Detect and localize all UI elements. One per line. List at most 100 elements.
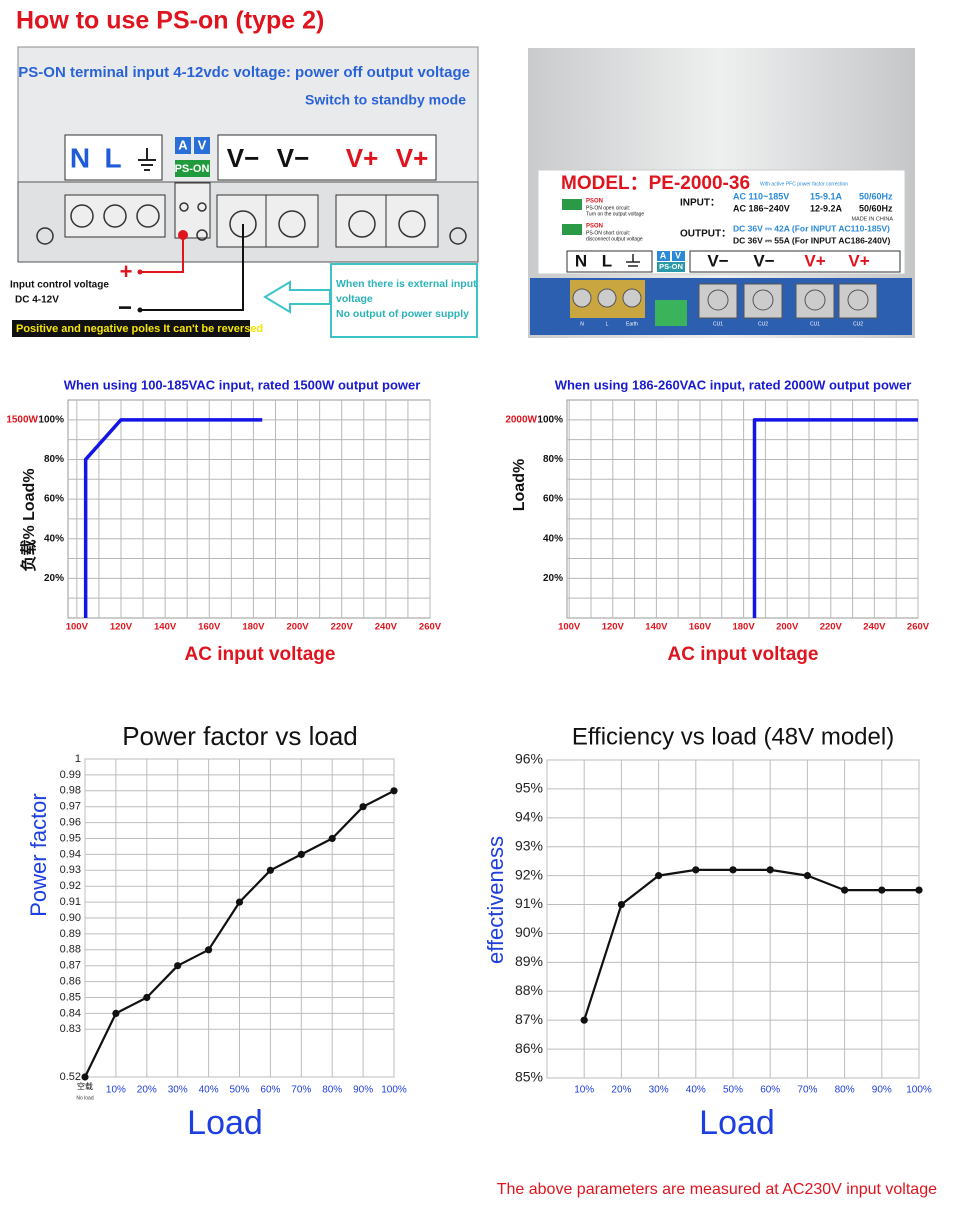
y-tick-label: 0.94 xyxy=(60,848,81,860)
ground-symbol xyxy=(138,148,156,171)
terminal-label: L xyxy=(104,142,121,173)
data-point xyxy=(112,1009,120,1018)
y-tick-label: 94% xyxy=(515,809,543,825)
y-tick-label: 93% xyxy=(515,837,543,853)
y-axis-label: effectiveness xyxy=(483,836,508,964)
x-tick-label: 260V xyxy=(419,622,442,633)
av-label: V xyxy=(198,137,207,152)
instruction: PS-ON terminal input 4-12vdc voltage: po… xyxy=(18,64,470,81)
y-axis-label: 负载% Load% xyxy=(19,468,38,571)
ground-symbol xyxy=(626,254,640,267)
screws xyxy=(572,283,878,319)
y-tick-label: 0.96 xyxy=(60,817,81,829)
x-tick-label: 100% xyxy=(381,1085,407,1096)
black-wire xyxy=(140,224,244,311)
x-tick-label: 140V xyxy=(154,622,177,633)
callout-text: When there is external input xyxy=(336,278,477,290)
control-label: Input control voltage xyxy=(10,280,109,291)
made-in: MADE IN CHINA xyxy=(851,216,893,222)
plot-frame xyxy=(67,399,431,619)
y-tick-label: 96% xyxy=(515,751,543,767)
x-tick-label: 70% xyxy=(291,1085,311,1096)
y-tick-label: 0.85 xyxy=(60,991,81,1003)
terminal-label: V− xyxy=(227,143,260,173)
x-tick-label: 100V xyxy=(558,622,581,633)
x-tick-label: 40% xyxy=(686,1085,706,1096)
y-tick-label: 100% xyxy=(537,414,563,425)
pson-terminal xyxy=(655,300,687,326)
strip-label: Earth xyxy=(626,321,638,327)
x-tick-label: 80% xyxy=(322,1085,342,1096)
y-tick-label: 0.93 xyxy=(60,864,81,876)
pson-note: PSON xyxy=(586,199,603,205)
x-tick-label: 220V xyxy=(820,622,843,633)
footer-note: The above parameters are measured at AC2… xyxy=(497,1181,937,1198)
label-box xyxy=(64,134,163,181)
x-tick-label: 140V xyxy=(645,622,668,633)
x-tick-label: 180V xyxy=(242,622,265,633)
chart: 85% 86% 87% 88% 89% 90% 91% 92% 93% 94% 95% 96% 10% 2… xyxy=(483,723,932,1142)
y-tick-label: 95% xyxy=(515,780,543,796)
spec: DC 36V ⎓ 55A (For INPUT AC186-240V) xyxy=(733,235,890,245)
x-tick-label: 120V xyxy=(110,622,133,633)
rated-power: 1500W xyxy=(6,414,38,425)
y-tick-label: 0.95 xyxy=(60,832,81,844)
terminal-label: N xyxy=(575,251,587,270)
y-tick-label: 0.97 xyxy=(60,801,81,813)
callout-text: voltage xyxy=(336,293,373,305)
x-tick-label: 180V xyxy=(732,622,755,633)
x-tick-label: 30% xyxy=(168,1085,188,1096)
plus-sign: + xyxy=(120,259,133,284)
pson-note: disconnect output voltage xyxy=(586,236,643,242)
x-axis-label: Load xyxy=(699,1104,775,1142)
output-label: OUTPUT： xyxy=(680,229,731,240)
spec: 15-9.1A xyxy=(810,191,843,201)
wire-end xyxy=(137,307,143,313)
input-terminals xyxy=(64,194,166,238)
x-tick-label: 160V xyxy=(689,622,712,633)
output-terminal xyxy=(385,194,439,248)
y-tick-label: 60% xyxy=(543,494,563,505)
pson-note: PSON xyxy=(586,224,603,230)
y-tick-label: 0.99 xyxy=(60,769,81,781)
red-wire xyxy=(140,235,184,273)
y-tick-label: 90% xyxy=(515,924,543,940)
spec: 12-9.2A xyxy=(810,203,843,213)
av-box xyxy=(194,137,210,154)
x-tick-label: 20% xyxy=(137,1085,157,1096)
data-point xyxy=(174,962,182,970)
y-tick-label: 86% xyxy=(515,1040,543,1056)
y-tick-label: 85% xyxy=(515,1069,543,1085)
data-point xyxy=(297,850,305,859)
spec: AC 110~185V xyxy=(733,191,789,201)
instruction: Switch to standby mode xyxy=(305,92,466,108)
y-tick-label: 20% xyxy=(543,573,563,584)
y-tick-label: 0.52 xyxy=(60,1071,81,1083)
wire-end xyxy=(137,269,143,275)
chart: 20% 40% 60% 80% 100% 100V 120V 140V 160V 180V 200V… xyxy=(6,377,441,665)
y-tick-label: 40% xyxy=(44,533,64,544)
y-tick-label: 0.90 xyxy=(60,912,81,924)
pson-icon xyxy=(562,224,582,235)
y-axis-label: Load% xyxy=(511,459,528,511)
label-box xyxy=(217,134,437,181)
chart: 0.52 0.83 0.84 0.85 0.86 0.87 0.88 0.89 0.90 0.91… xyxy=(26,721,407,1142)
x-tick-label: 200V xyxy=(286,622,309,633)
data-line xyxy=(83,418,263,618)
strip-label: L xyxy=(606,321,609,327)
y-tick-label: 88% xyxy=(515,982,543,998)
x-tick-label: 80% xyxy=(835,1085,855,1096)
x-tick-label: 260V xyxy=(907,622,930,633)
y-tick-label: 60% xyxy=(44,494,64,505)
y-tick-label: 20% xyxy=(44,573,64,584)
data-point xyxy=(729,866,737,874)
pson-note: Turn on the output voltage xyxy=(586,211,644,217)
data-line xyxy=(583,868,919,1021)
input-label: INPUT： xyxy=(680,198,720,209)
x-tick-label: 50% xyxy=(723,1085,743,1096)
strip-label: CU2 xyxy=(758,321,768,327)
pfc-note: With active PFC power factor correction xyxy=(760,181,848,187)
product-photo: MODEL：PE-2000-36 With active PFC power f… xyxy=(528,48,915,338)
data-point xyxy=(328,834,336,843)
